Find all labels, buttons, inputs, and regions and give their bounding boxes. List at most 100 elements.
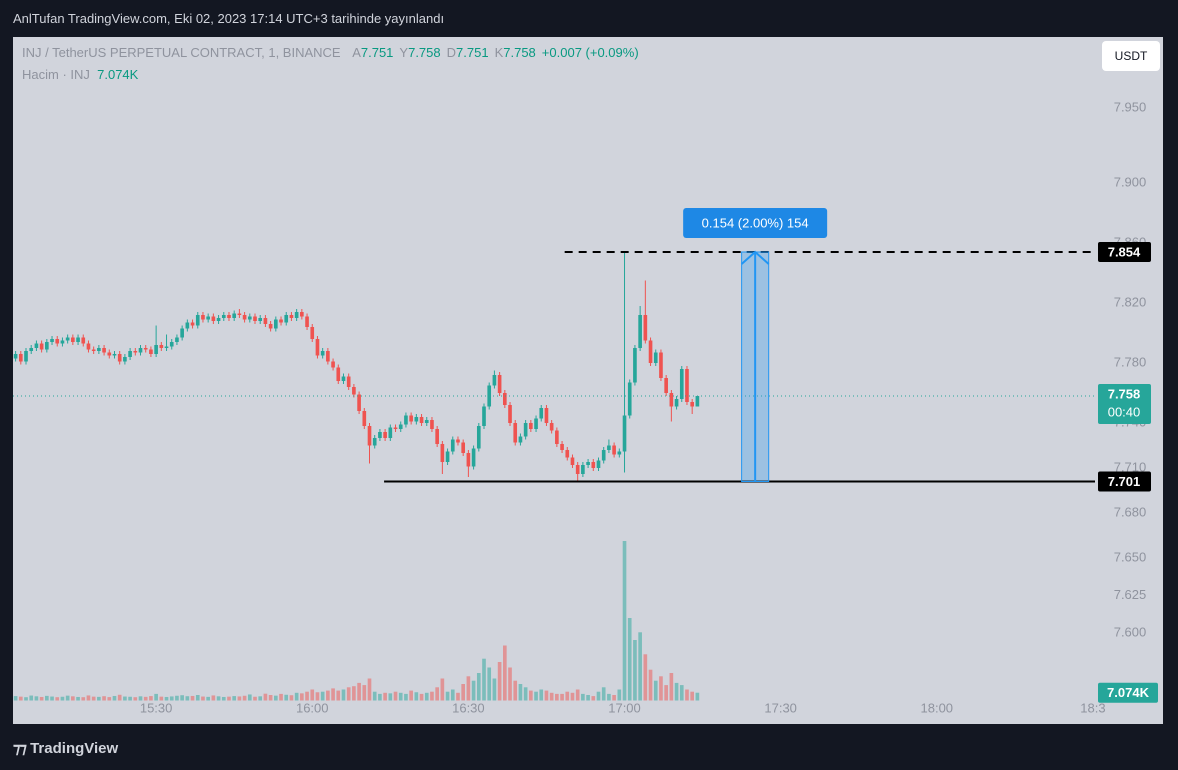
candle-body — [128, 351, 132, 357]
volume-bar — [612, 695, 616, 701]
x-tick-label: 18:00 — [921, 700, 954, 715]
volume-bar — [357, 682, 361, 701]
candle-body — [643, 315, 648, 341]
ohlc-prefix: A — [352, 45, 361, 60]
volume-bar — [289, 695, 294, 701]
candle-body — [586, 462, 590, 465]
candle-body — [13, 354, 18, 359]
plot: 7.9507.9007.8607.8207.7807.7407.7107.680… — [13, 99, 1158, 715]
candle-body — [539, 408, 544, 419]
candle-body — [581, 465, 585, 474]
candle-body — [284, 315, 289, 323]
volume-bar — [617, 689, 622, 701]
level-label: 7.854 — [1108, 244, 1141, 259]
candle-body — [232, 313, 237, 318]
x-tick-label: 17:00 — [608, 700, 641, 715]
volume-bar — [534, 691, 538, 701]
currency-button[interactable]: USDT — [1102, 41, 1160, 71]
volume-bar — [221, 696, 226, 701]
volume-value: 7.074K — [97, 67, 139, 82]
volume-bar — [227, 696, 231, 701]
volume-bar — [45, 695, 49, 701]
candle-body — [523, 423, 528, 437]
volume-bar — [523, 687, 528, 701]
candle-body — [227, 315, 231, 318]
volume-name: Hacim · INJ — [22, 67, 90, 82]
candle-body — [679, 369, 684, 399]
last-price-label: 7.758 — [1108, 386, 1141, 401]
candle-body — [398, 424, 403, 429]
volume-bar — [310, 689, 315, 701]
candle-body — [112, 354, 117, 356]
chart-background — [13, 37, 1163, 724]
volume-bar — [404, 693, 408, 701]
volume-bar — [695, 692, 700, 701]
volume-bar — [456, 692, 460, 701]
candle-body — [549, 423, 554, 431]
volume-bar — [185, 696, 190, 701]
ohlc-prefix: K — [494, 45, 504, 60]
candle-body — [450, 439, 455, 452]
candle-body — [378, 432, 382, 438]
candle-body — [86, 343, 91, 350]
volume-bar — [476, 673, 481, 701]
candle-body — [404, 415, 408, 425]
volume-bar — [346, 687, 351, 701]
volume-bar — [440, 678, 445, 701]
volume-bar — [378, 693, 382, 701]
candle-body — [497, 375, 502, 393]
candle-body — [216, 318, 221, 321]
volume-bar — [653, 680, 658, 701]
volume-bar — [190, 695, 195, 701]
volume-bar — [518, 684, 523, 701]
candle-body — [565, 450, 570, 458]
y-tick-label: 7.680 — [1114, 504, 1147, 519]
volume-bar — [690, 691, 694, 701]
volume-bar — [159, 696, 164, 701]
candle-body — [263, 318, 268, 324]
candle-body — [159, 345, 164, 348]
candle-body — [357, 394, 361, 411]
volume-bar — [326, 690, 330, 701]
candle-body — [591, 462, 596, 468]
candle-body — [289, 315, 294, 318]
candle-body — [143, 348, 148, 350]
candle-body — [102, 348, 106, 353]
candle-body — [81, 337, 86, 344]
candle-body — [24, 351, 28, 362]
ohlc-value: 7.758 — [408, 45, 441, 60]
candle-body — [18, 354, 23, 362]
volume-bar — [336, 690, 341, 701]
candle-body — [555, 430, 559, 444]
volume-bar — [560, 693, 564, 701]
candle-body — [45, 342, 49, 350]
candle-body — [456, 439, 460, 443]
candle-body — [180, 328, 184, 338]
volume-bar — [201, 696, 205, 701]
candle-body — [97, 348, 101, 351]
x-tick-label: 17:30 — [764, 700, 797, 715]
volume-bar — [263, 693, 268, 701]
candle-body — [346, 376, 351, 387]
volume-bar — [60, 696, 65, 701]
candle-body — [612, 445, 616, 455]
volume-bar — [513, 680, 518, 701]
candle-body — [34, 343, 39, 348]
candle-body — [206, 316, 210, 320]
volume-bar — [112, 695, 117, 701]
candle-body — [185, 322, 190, 329]
volume-bar — [34, 696, 39, 701]
volume-bar — [529, 690, 533, 701]
candle-body — [39, 343, 44, 350]
candle-body — [461, 442, 466, 453]
volume-bar — [679, 685, 684, 701]
candle-body — [29, 348, 34, 351]
volume-bar — [123, 696, 127, 701]
volume-bar — [86, 695, 91, 701]
volume-bar — [237, 696, 242, 701]
ohlc-value: 7.751 — [360, 45, 394, 60]
candle-body — [440, 444, 445, 462]
volume-bar — [284, 694, 289, 701]
volume-bar — [300, 693, 304, 701]
